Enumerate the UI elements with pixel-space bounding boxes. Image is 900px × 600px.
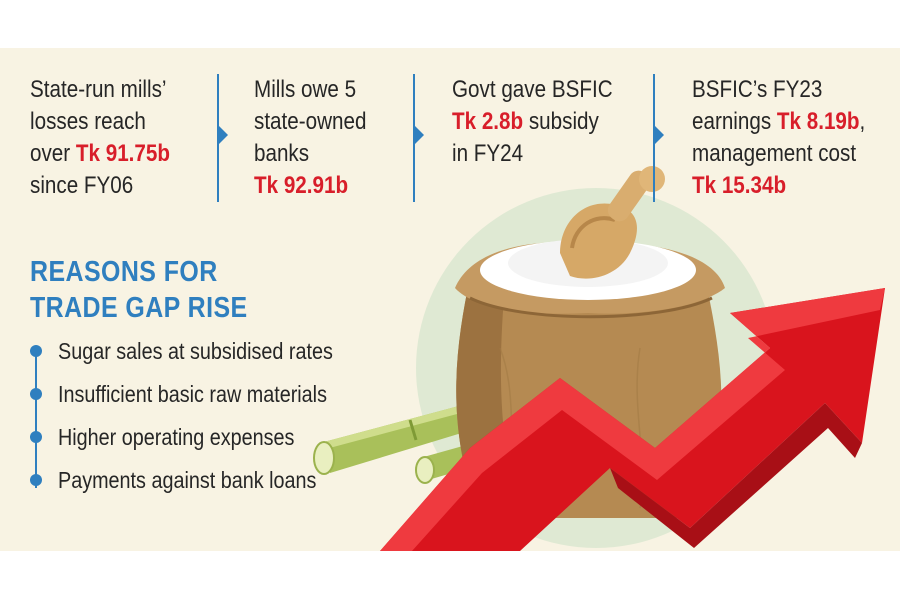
bullet-icon bbox=[30, 474, 42, 486]
reason-text: Higher operating expenses bbox=[58, 424, 295, 450]
stat-text: subsidy bbox=[523, 108, 599, 135]
stat-subsidy: Govt gave BSFIC Tk 2.8b subsidy in FY24 bbox=[452, 74, 613, 170]
reasons-heading-line1: REASONS FOR bbox=[30, 256, 218, 288]
separator-line bbox=[217, 74, 219, 202]
stat-highlight: Tk 8.19b bbox=[776, 108, 860, 135]
stat-text: earnings bbox=[692, 108, 777, 135]
stat-text: over bbox=[30, 140, 76, 167]
illustration bbox=[313, 166, 885, 551]
sugarcane-icon bbox=[313, 403, 478, 484]
stat-highlight: Tk 91.75b bbox=[75, 140, 170, 167]
reason-text: Sugar sales at subsidised rates bbox=[58, 338, 333, 364]
bullet-icon bbox=[30, 388, 42, 400]
stat-highlight: Tk 2.8b bbox=[452, 108, 524, 135]
reason-text: Insufficient basic raw materials bbox=[58, 381, 327, 407]
list-item: Sugar sales at subsidised rates bbox=[30, 334, 450, 377]
chevron-right-icon bbox=[415, 126, 424, 144]
stat-highlight: Tk 15.34b bbox=[692, 172, 787, 199]
stat-mill-losses: State-run mills’ losses reach over Tk 91… bbox=[30, 74, 170, 202]
wooden-scoop-icon bbox=[560, 166, 665, 279]
stat-line: State-run mills’ bbox=[30, 76, 167, 103]
rising-arrow-icon bbox=[380, 288, 885, 551]
stat-line: Mills owe 5 bbox=[254, 76, 357, 103]
list-item: Payments against bank loans bbox=[30, 463, 450, 506]
reasons-list: Sugar sales at subsidised rates Insuffic… bbox=[30, 334, 450, 506]
stat-line: state-owned bbox=[254, 108, 367, 135]
stat-line: banks bbox=[254, 140, 310, 167]
stat-line: losses reach bbox=[30, 108, 146, 135]
reason-text: Payments against bank loans bbox=[58, 467, 317, 493]
stat-line: over Tk 91.75b bbox=[30, 138, 170, 170]
bullet-icon bbox=[30, 345, 42, 357]
bullet-icon bbox=[30, 431, 42, 443]
chevron-right-icon bbox=[219, 126, 228, 144]
stat-earnings: BSFIC’s FY23 earnings Tk 8.19b, manageme… bbox=[692, 74, 865, 202]
stat-bank-debt: Mills owe 5 state-owned banks Tk 92.91b bbox=[254, 74, 366, 202]
list-item: Insufficient basic raw materials bbox=[30, 377, 450, 420]
infographic-panel: State-run mills’ losses reach over Tk 91… bbox=[0, 48, 900, 551]
separator-line bbox=[653, 74, 655, 202]
reasons-heading: REASONS FOR TRADE GAP RISE bbox=[30, 254, 248, 326]
stat-line: BSFIC’s FY23 bbox=[692, 76, 823, 103]
reasons-heading-line2: TRADE GAP RISE bbox=[30, 292, 248, 324]
stat-line: Tk 2.8b subsidy bbox=[452, 106, 613, 138]
stat-line: management cost bbox=[692, 140, 857, 167]
stat-line: since FY06 bbox=[30, 172, 134, 199]
list-item: Higher operating expenses bbox=[30, 420, 450, 463]
chevron-right-icon bbox=[655, 126, 664, 144]
stat-line: earnings Tk 8.19b, bbox=[692, 106, 865, 138]
stat-line: Govt gave BSFIC bbox=[452, 76, 613, 103]
stat-highlight: Tk 92.91b bbox=[254, 172, 349, 199]
separator-line bbox=[413, 74, 415, 202]
stat-text: , bbox=[859, 108, 866, 135]
bullet-connector-line bbox=[35, 348, 37, 488]
stat-line: in FY24 bbox=[452, 140, 524, 167]
